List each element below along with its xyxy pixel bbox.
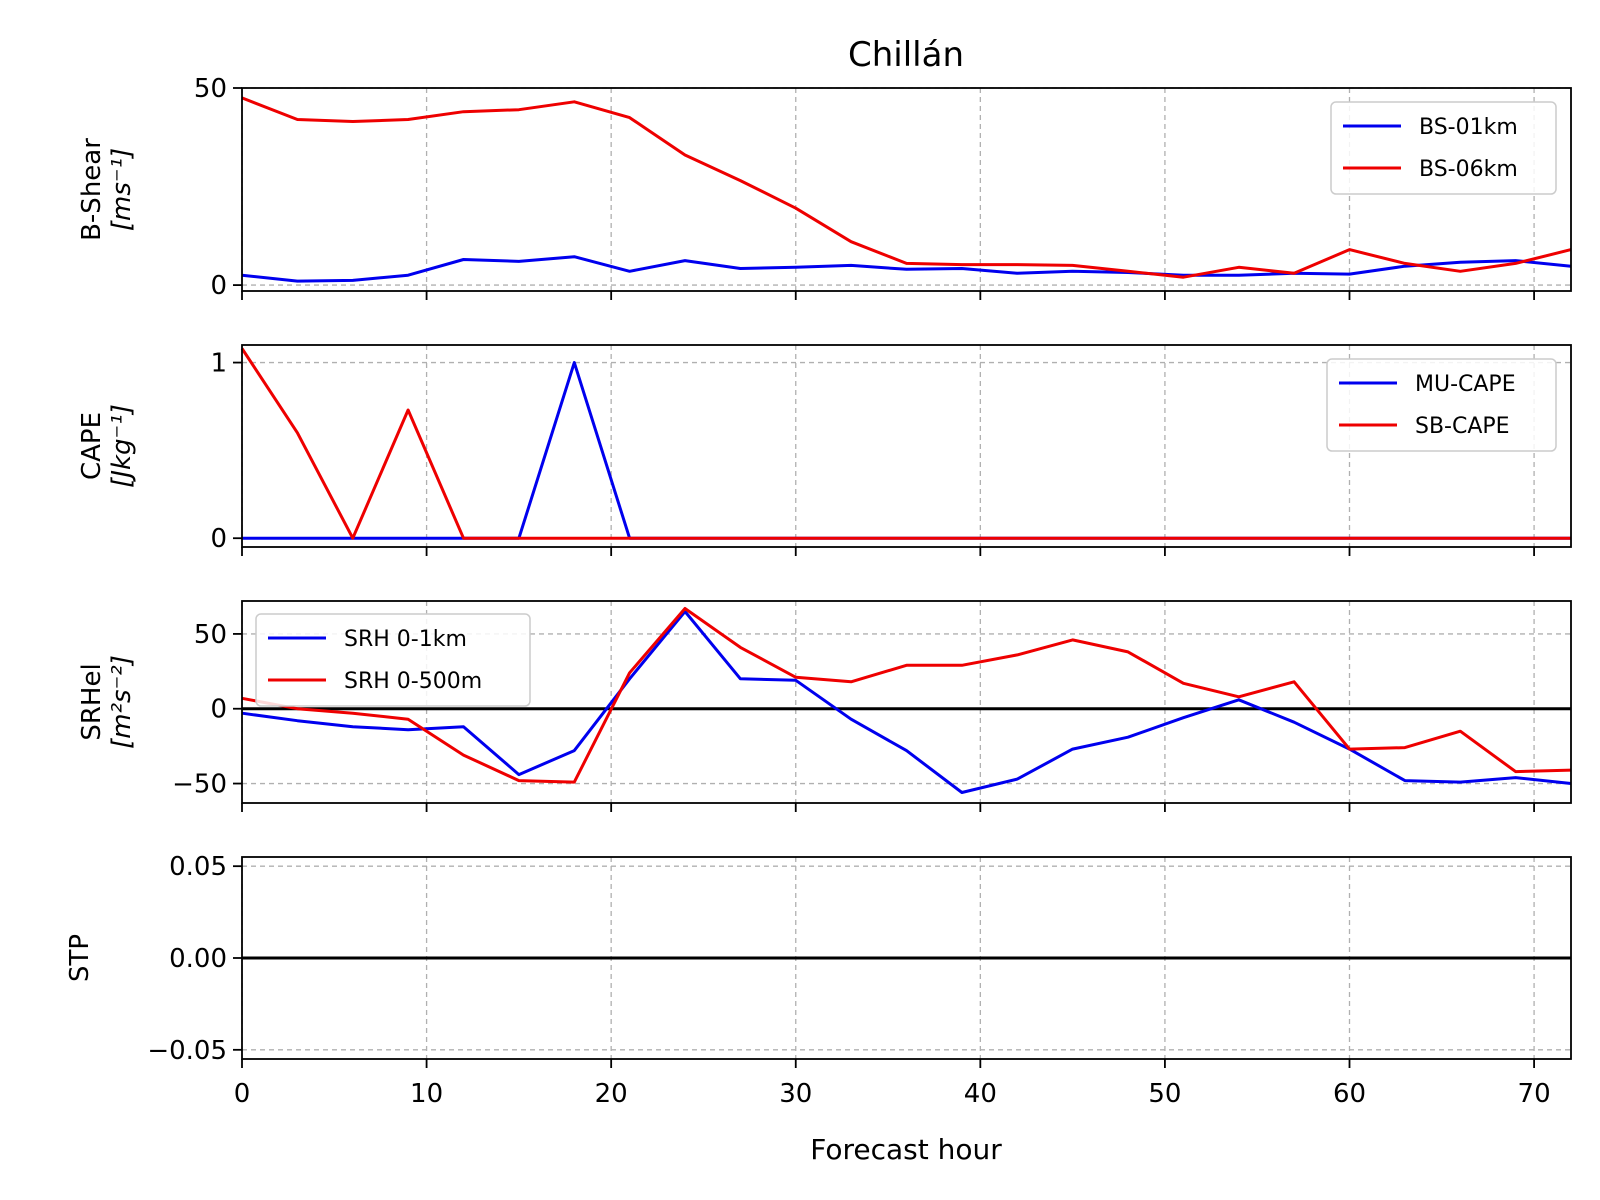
series-line-bs-06km xyxy=(241,96,1572,279)
y-tick-label: −0.05 xyxy=(147,1036,227,1066)
figure-title: Chillán xyxy=(848,35,964,75)
y-tick-label: 0 xyxy=(210,271,227,301)
panel-4: 0 10 20 30 40 50 60 70 −0.05 0.00 0.05 STP xyxy=(65,852,1572,1109)
y-axis-label: STP xyxy=(65,934,95,982)
legend: BS-01km BS-06km xyxy=(1330,101,1557,195)
plot-frame xyxy=(241,600,1572,804)
y-axis-label: SRHel xyxy=(77,663,107,740)
y-tick-label: 0.00 xyxy=(169,944,227,974)
x-tick-label: 50 xyxy=(1148,1079,1181,1109)
y-axis-unit: [ms⁻¹] xyxy=(107,148,137,231)
legend: SRH 0-1km SRH 0-500m xyxy=(255,613,531,707)
x-tick-label: 0 xyxy=(234,1079,251,1109)
y-tick-label: 1 xyxy=(210,349,227,379)
y-tick-label: 0 xyxy=(210,695,227,725)
y-axis-label: CAPE xyxy=(77,412,107,480)
legend-label: SRH 0-1km xyxy=(344,627,467,652)
panel-2: 0 1 CAPE [Jkg⁻¹] MU-CAPE SB-CAPE xyxy=(77,344,1572,556)
x-tick-label: 10 xyxy=(410,1079,443,1109)
plot-frame xyxy=(241,87,1572,292)
panel-1: 0 50 B-Shear [ms⁻¹] BS-01km BS-06km xyxy=(77,74,1572,301)
legend-label: MU-CAPE xyxy=(1415,372,1516,397)
x-tick-label: 60 xyxy=(1333,1079,1366,1109)
y-axis-label: B-Shear xyxy=(77,138,107,241)
legend-label: BS-06km xyxy=(1419,157,1518,182)
series-line-srh-0-500m xyxy=(241,607,1572,784)
series-line-sb-cape xyxy=(240,347,1571,540)
y-tick-label: −50 xyxy=(172,770,227,800)
series-line-bs-01km xyxy=(241,255,1572,283)
legend: MU-CAPE SB-CAPE xyxy=(1326,358,1557,452)
y-axis-unit: [m²s⁻²] xyxy=(107,655,137,749)
x-tick-label: 20 xyxy=(595,1079,628,1109)
x-tick-label: 30 xyxy=(779,1079,812,1109)
panel-3: −50 0 50 SRHel [m²s⁻²] SRH 0-1km SRH 0-500m xyxy=(77,600,1572,812)
x-axis-label: Forecast hour xyxy=(810,1133,1002,1166)
y-axis-unit: [Jkg⁻¹] xyxy=(107,404,137,488)
y-tick-label: 0.05 xyxy=(169,852,227,882)
legend-label: SB-CAPE xyxy=(1415,414,1510,439)
legend-label: BS-01km xyxy=(1419,115,1518,140)
y-tick-label: 50 xyxy=(194,620,227,650)
y-tick-label: 50 xyxy=(194,74,227,104)
x-tick-label: 70 xyxy=(1518,1079,1551,1109)
x-tick-label: 40 xyxy=(964,1079,997,1109)
plot-frame xyxy=(241,344,1572,548)
legend-label: SRH 0-500m xyxy=(344,669,482,694)
y-tick-label: 0 xyxy=(210,524,227,554)
